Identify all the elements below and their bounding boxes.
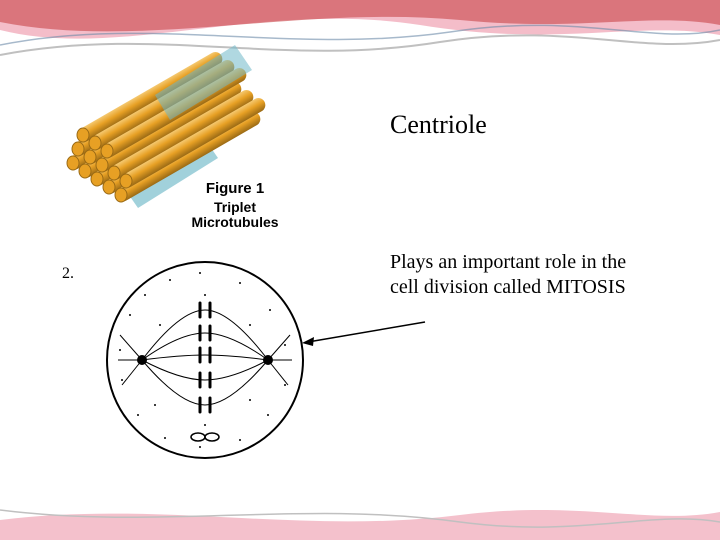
- figure-caption: Figure 1: [170, 180, 300, 197]
- arrow-annotation: [300, 318, 430, 348]
- mitosis-diagram: [100, 255, 310, 465]
- slide: Figure 1 Triplet Microtubules Centriole …: [0, 0, 720, 540]
- decorative-wave-bottom: [0, 500, 720, 540]
- list-marker: 2.: [62, 265, 74, 283]
- slide-title: Centriole: [390, 110, 487, 140]
- slide-body-text: Plays an important role in the cell divi…: [390, 250, 650, 300]
- figure-sublabel: Triplet Microtubules: [170, 200, 300, 231]
